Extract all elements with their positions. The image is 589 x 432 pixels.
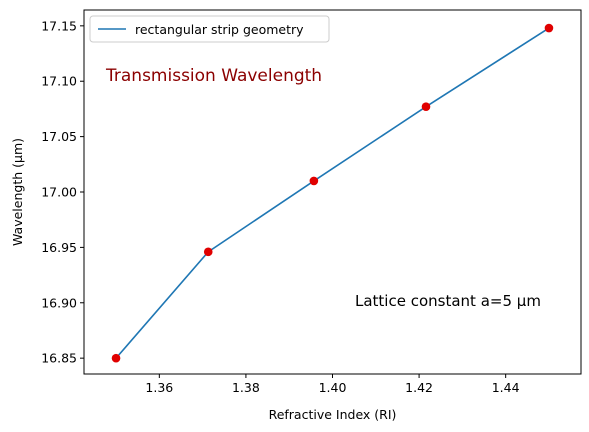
data-point	[544, 23, 554, 33]
y-tick-label: 17.15	[41, 18, 77, 33]
x-axis-label: Refractive Index (RI)	[269, 407, 397, 422]
legend-box	[89, 15, 330, 43]
chart-marks	[111, 23, 554, 363]
legend-label-rectangular-strip-geometry: rectangular strip geometry	[135, 22, 304, 37]
data-point	[421, 102, 431, 112]
y-tick-label: 16.90	[41, 295, 77, 310]
legend: rectangular strip geometry	[89, 15, 330, 43]
x-tick-label: 1.44	[492, 380, 520, 395]
y-tick-label: 16.85	[41, 351, 77, 366]
annotation-lattice-constant: Lattice constant a=5 μm	[355, 292, 541, 310]
x-tick-label: 1.42	[405, 380, 433, 395]
x-axis: 1.36 1.38 1.40 1.42 1.44	[145, 374, 520, 395]
y-tick-label: 17.05	[41, 129, 77, 144]
data-point	[309, 176, 319, 186]
x-tick-label: 1.36	[145, 380, 173, 395]
annotation-transmission-wavelength: Transmission Wavelength	[105, 66, 322, 86]
data-point	[111, 353, 121, 363]
y-axis: 16.85 16.90 16.95 17.00 17.05 17.10 17.15	[41, 18, 84, 366]
x-tick-label: 1.38	[232, 380, 260, 395]
x-tick-label: 1.40	[319, 380, 347, 395]
data-point	[203, 247, 213, 257]
y-axis-label: Wavelength (μm)	[10, 138, 25, 246]
plot-frame	[83, 9, 582, 375]
y-tick-label: 17.00	[41, 185, 77, 200]
y-tick-label: 16.95	[41, 240, 77, 255]
y-tick-label: 17.10	[41, 74, 77, 89]
